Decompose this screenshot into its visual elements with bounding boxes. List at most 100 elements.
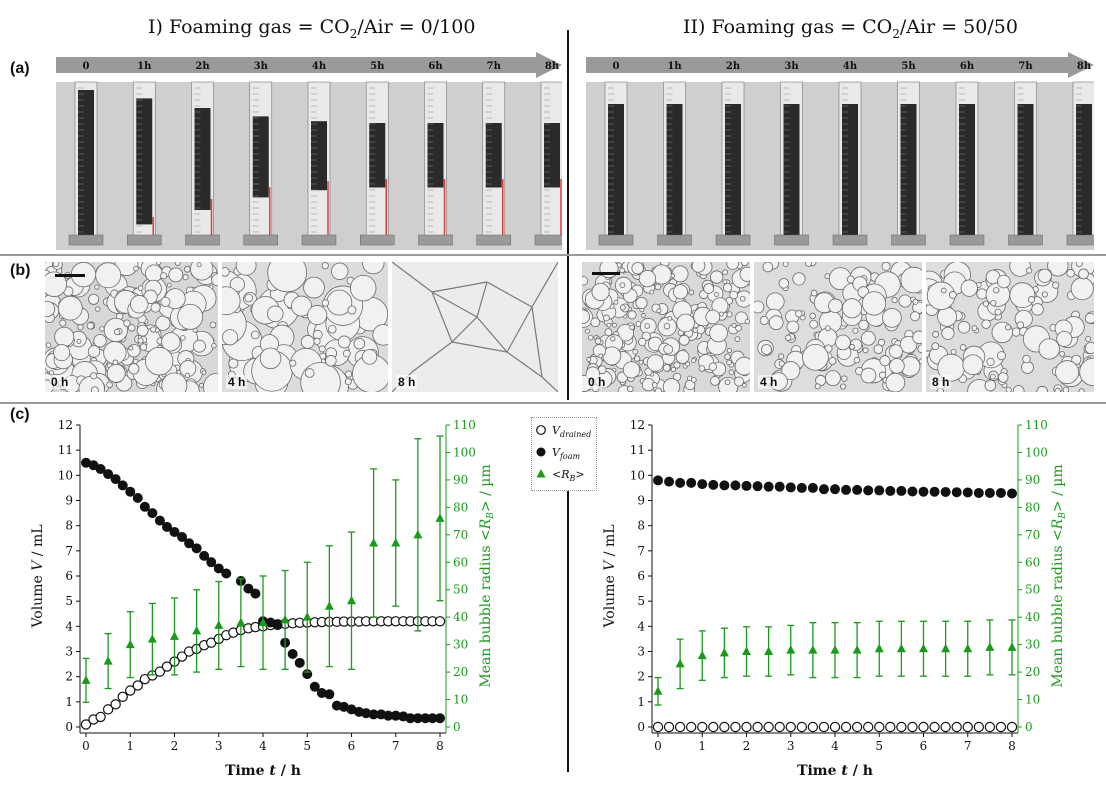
bubble xyxy=(982,300,990,307)
foam-volume-point xyxy=(774,481,785,492)
bubble xyxy=(726,359,732,366)
bubble xyxy=(45,342,52,348)
bubble xyxy=(825,370,841,387)
foam-volume-point xyxy=(807,482,818,493)
bubble xyxy=(144,346,174,376)
film-edge xyxy=(431,291,478,318)
bubble xyxy=(250,330,260,340)
radius-point xyxy=(852,645,862,654)
y-tick-label: 1 xyxy=(637,695,645,709)
drained-volume-point xyxy=(907,721,918,733)
x-tick-label: 5 xyxy=(875,739,883,753)
bubble xyxy=(981,319,991,329)
bubble xyxy=(587,334,594,341)
bubble xyxy=(778,278,790,289)
foam-volume-point xyxy=(907,486,918,497)
bubble xyxy=(804,262,813,267)
bubble xyxy=(622,361,641,379)
bubble xyxy=(673,361,681,369)
bubble xyxy=(726,311,733,318)
bubble xyxy=(1062,386,1070,392)
drained-volume-point xyxy=(102,704,114,715)
bubble xyxy=(687,375,693,381)
bubble xyxy=(656,308,662,314)
y2-tick-label: 90 xyxy=(1025,473,1040,487)
bubble xyxy=(1005,386,1012,392)
bubble xyxy=(106,381,113,389)
foam-column xyxy=(194,108,211,210)
x-tick-label: 8 xyxy=(1008,739,1016,753)
foam-volume-point xyxy=(154,515,165,526)
x-tick-label: 4 xyxy=(831,739,839,753)
film-edge xyxy=(476,316,508,353)
bubble xyxy=(95,306,101,312)
foam-volume-point xyxy=(686,477,697,488)
film-edge xyxy=(486,281,533,308)
bubble xyxy=(1026,267,1033,274)
bubble xyxy=(150,326,157,333)
bubble xyxy=(128,324,136,332)
bubble xyxy=(586,356,592,362)
drained-volume-point xyxy=(862,721,874,733)
bubble xyxy=(235,262,257,276)
time-arrow-label: 2h xyxy=(195,61,210,72)
radius-point xyxy=(985,642,995,651)
bubble xyxy=(835,334,851,351)
y2-tick-label: 90 xyxy=(453,473,468,487)
bubble xyxy=(910,311,921,322)
drained-volume-point xyxy=(874,721,885,733)
y-tick-label: 3 xyxy=(65,645,73,659)
bubble xyxy=(937,306,958,327)
bubble xyxy=(654,387,663,392)
bubble xyxy=(881,307,902,328)
y2-tick-label: 60 xyxy=(1025,555,1040,569)
foam-volume-point xyxy=(675,477,686,488)
y-tick-label: 6 xyxy=(637,569,645,583)
bubble xyxy=(654,283,662,291)
bubble xyxy=(155,315,171,331)
foam-volume-point xyxy=(796,482,807,493)
bubble xyxy=(362,262,385,275)
bubble xyxy=(873,344,884,354)
bubble xyxy=(1085,335,1092,342)
bubble xyxy=(57,295,83,321)
y2-tick-label: 70 xyxy=(1025,528,1040,542)
x-axis-label: Time t / h xyxy=(225,763,301,779)
drained-volume-point xyxy=(995,721,1007,733)
bubble xyxy=(735,311,748,325)
drained-volume-point xyxy=(161,661,173,672)
foam-column xyxy=(1076,104,1092,237)
drained-volume-point xyxy=(117,691,128,702)
time-arrow-label: 8h xyxy=(545,61,560,72)
bubble xyxy=(1071,354,1082,365)
bubble xyxy=(1021,361,1034,374)
foam-volume-point xyxy=(250,588,261,599)
cylinder-base xyxy=(949,234,985,246)
drained-volume-point xyxy=(95,711,106,723)
foam-volume-point xyxy=(184,538,195,549)
bubble xyxy=(627,310,637,320)
bubble xyxy=(962,354,984,376)
y2-tick-label: 50 xyxy=(453,583,468,597)
bubble xyxy=(345,370,353,378)
bubble xyxy=(267,262,307,293)
bubble xyxy=(1066,269,1075,278)
y-tick-label: 10 xyxy=(58,468,73,482)
micrograph-time-label: 0 h xyxy=(49,375,71,389)
bubble xyxy=(331,262,349,281)
time-arrow-label: 3h xyxy=(254,61,269,72)
radius-point xyxy=(830,645,840,654)
foam-volume-point xyxy=(221,568,232,579)
bubble xyxy=(993,287,1000,294)
bubble xyxy=(45,271,67,297)
foam-volume-point xyxy=(139,501,150,512)
bubble xyxy=(860,330,876,346)
drained-volume-point xyxy=(962,721,973,733)
foam-volume-point xyxy=(962,487,973,498)
bubble xyxy=(137,285,144,292)
radius-point xyxy=(435,513,445,522)
foam-volume-point xyxy=(818,484,829,495)
time-arrow-label: 5h xyxy=(370,61,385,72)
x-tick-label: 1 xyxy=(698,739,706,753)
y2-tick-label: 60 xyxy=(453,555,468,569)
